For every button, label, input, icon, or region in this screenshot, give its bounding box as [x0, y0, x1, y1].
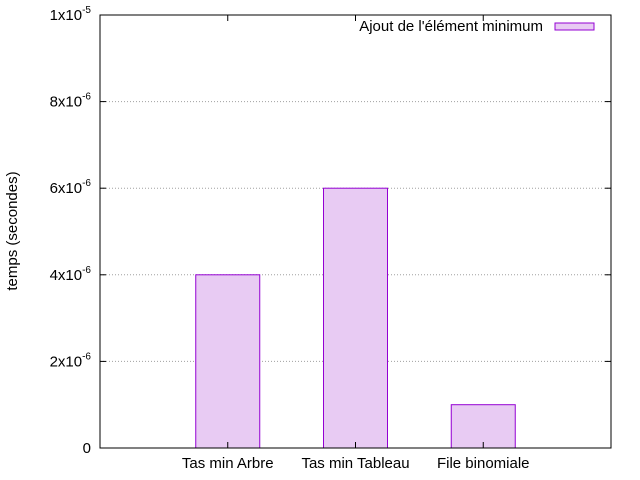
legend-swatch — [554, 22, 595, 31]
y-tick-label: 8x10-6 — [50, 92, 92, 111]
y-axis-ticks: 0 2x10-6 4x10-6 6x10-6 8x10-6 1x10-5 — [50, 5, 611, 457]
bar-tas-min-arbre — [195, 274, 261, 449]
x-tick-label: Tas min Tableau — [301, 455, 409, 472]
bars — [195, 187, 516, 449]
x-tick-label: Tas min Arbre — [182, 455, 274, 472]
x-tick-label: File binomiale — [437, 455, 530, 472]
y-tick-label: 6x10-6 — [50, 178, 92, 197]
y-tick-label: 0 — [83, 440, 91, 457]
y-tick-label: 2x10-6 — [50, 351, 92, 370]
x-axis-ticks: Tas min Arbre Tas min Tableau File binomia… — [182, 15, 530, 472]
legend-label: Ajout de l'élément minimum — [359, 18, 543, 35]
legend: Ajout de l'élément minimum — [359, 18, 595, 35]
y-axis-label: temps (secondes) — [4, 171, 21, 290]
bar-tas-min-tableau — [323, 187, 388, 449]
y-tick-label: 4x10-6 — [50, 265, 92, 284]
y-tick-label: 1x10-5 — [50, 5, 92, 24]
bar-file-binomiale — [450, 404, 516, 449]
